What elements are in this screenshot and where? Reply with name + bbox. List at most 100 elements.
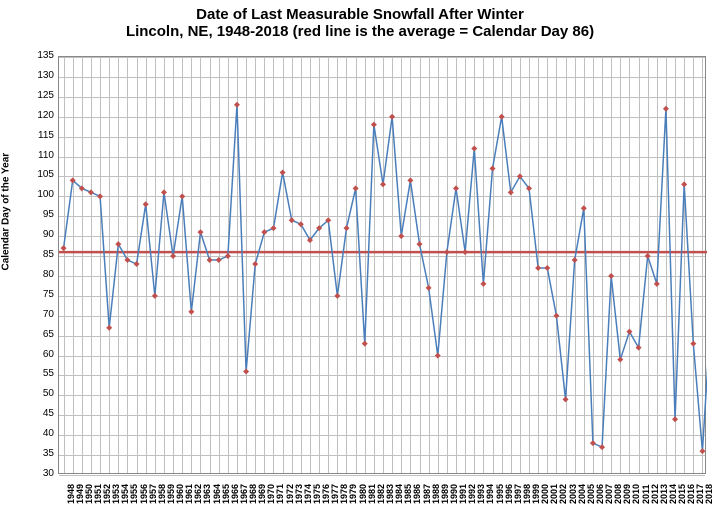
- x-tick-label: 1955: [129, 484, 139, 504]
- gridline-vertical: [337, 57, 338, 473]
- gridline-vertical: [447, 57, 448, 473]
- gridline-vertical: [82, 57, 83, 473]
- gridline-vertical: [374, 57, 375, 473]
- gridline-vertical: [346, 57, 347, 473]
- gridline-vertical: [392, 57, 393, 473]
- gridline-vertical: [629, 57, 630, 473]
- gridline-vertical: [292, 57, 293, 473]
- gridline-horizontal: [59, 455, 705, 456]
- gridline-vertical: [483, 57, 484, 473]
- gridline-vertical: [465, 57, 466, 473]
- gridline-vertical: [301, 57, 302, 473]
- x-tick-label: 2002: [558, 484, 568, 504]
- gridline-horizontal: [59, 77, 705, 78]
- gridline-horizontal: [59, 196, 705, 197]
- gridline-vertical: [493, 57, 494, 473]
- gridline-vertical: [657, 57, 658, 473]
- x-tick-label: 2010: [631, 484, 641, 504]
- gridline-horizontal: [59, 137, 705, 138]
- gridline-vertical: [100, 57, 101, 473]
- gridline-vertical: [365, 57, 366, 473]
- y-tick-label: 80: [28, 269, 54, 280]
- y-tick-label: 35: [28, 448, 54, 459]
- gridline-vertical: [91, 57, 92, 473]
- x-tick-label: 1994: [485, 484, 495, 504]
- gridline-vertical: [502, 57, 503, 473]
- gridline-vertical: [593, 57, 594, 473]
- chart-title: Date of Last Measurable Snowfall After W…: [0, 6, 720, 40]
- y-tick-label: 70: [28, 309, 54, 320]
- gridline-vertical: [666, 57, 667, 473]
- gridline-vertical: [255, 57, 256, 473]
- gridline-vertical: [538, 57, 539, 473]
- gridline-vertical: [356, 57, 357, 473]
- gridline-vertical: [702, 57, 703, 473]
- gridline-horizontal: [59, 395, 705, 396]
- gridline-vertical: [456, 57, 457, 473]
- x-tick-label: 1963: [202, 484, 212, 504]
- gridline-vertical: [693, 57, 694, 473]
- gridline-vertical: [310, 57, 311, 473]
- gridline-vertical: [246, 57, 247, 473]
- gridline-vertical: [684, 57, 685, 473]
- gridline-vertical: [383, 57, 384, 473]
- y-tick-label: 40: [28, 428, 54, 439]
- gridline-horizontal: [59, 375, 705, 376]
- gridline-vertical: [611, 57, 612, 473]
- y-tick-label: 75: [28, 289, 54, 300]
- y-tick-label: 60: [28, 349, 54, 360]
- y-tick-label: 95: [28, 209, 54, 220]
- title-line-2: Lincoln, NE, 1948-2018 (red line is the …: [0, 23, 720, 40]
- gridline-vertical: [520, 57, 521, 473]
- y-tick-label: 65: [28, 329, 54, 340]
- gridline-horizontal: [59, 276, 705, 277]
- gridline-vertical: [575, 57, 576, 473]
- y-tick-label: 120: [28, 110, 54, 121]
- gridline-vertical: [511, 57, 512, 473]
- gridline-vertical: [118, 57, 119, 473]
- y-tick-label: 55: [28, 368, 54, 379]
- x-tick-label: 1986: [412, 484, 422, 504]
- x-tick-label: 1979: [348, 484, 358, 504]
- gridline-vertical: [675, 57, 676, 473]
- gridline-horizontal: [59, 475, 705, 476]
- gridline-vertical: [264, 57, 265, 473]
- gridline-vertical: [127, 57, 128, 473]
- gridline-vertical: [401, 57, 402, 473]
- gridline-vertical: [164, 57, 165, 473]
- gridline-vertical: [328, 57, 329, 473]
- gridline-horizontal: [59, 97, 705, 98]
- y-tick-label: 30: [28, 468, 54, 479]
- gridline-vertical: [620, 57, 621, 473]
- x-tick-label: 1987: [422, 484, 432, 504]
- gridline-vertical: [73, 57, 74, 473]
- gridline-horizontal: [59, 157, 705, 158]
- y-tick-label: 130: [28, 70, 54, 81]
- y-tick-label: 135: [28, 50, 54, 61]
- gridline-vertical: [273, 57, 274, 473]
- gridline-vertical: [283, 57, 284, 473]
- gridline-vertical: [529, 57, 530, 473]
- gridline-horizontal: [59, 176, 705, 177]
- title-line-1: Date of Last Measurable Snowfall After W…: [0, 6, 720, 23]
- gridline-horizontal: [59, 256, 705, 257]
- x-tick-label: 1971: [275, 484, 285, 504]
- gridline-vertical: [420, 57, 421, 473]
- gridline-vertical: [438, 57, 439, 473]
- gridline-vertical: [173, 57, 174, 473]
- gridline-horizontal: [59, 316, 705, 317]
- gridline-vertical: [547, 57, 548, 473]
- gridline-vertical: [566, 57, 567, 473]
- gridline-vertical: [219, 57, 220, 473]
- gridline-vertical: [191, 57, 192, 473]
- gridline-vertical: [602, 57, 603, 473]
- y-tick-label: 85: [28, 249, 54, 260]
- gridline-vertical: [410, 57, 411, 473]
- y-tick-label: 115: [28, 130, 54, 141]
- gridline-vertical: [146, 57, 147, 473]
- gridline-vertical: [237, 57, 238, 473]
- y-tick-label: 45: [28, 408, 54, 419]
- y-tick-label: 125: [28, 90, 54, 101]
- gridline-horizontal: [59, 356, 705, 357]
- gridline-horizontal: [59, 57, 705, 58]
